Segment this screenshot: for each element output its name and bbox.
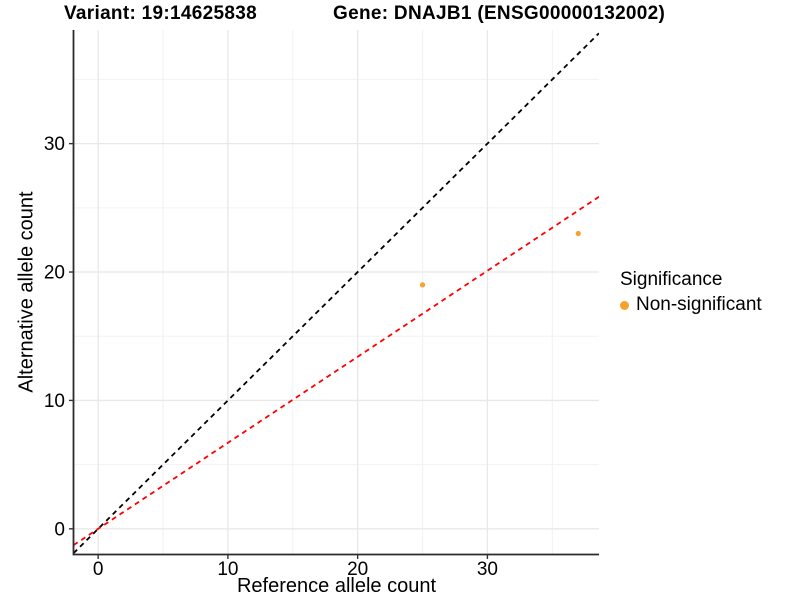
axis-lines xyxy=(72,30,599,556)
y-tick-label: 20 xyxy=(44,263,65,284)
gene-title: Gene: DNAJB1 (ENSG00000132002) xyxy=(333,3,666,24)
identity-line xyxy=(73,32,599,554)
y-axis-title: Alternative allele count xyxy=(15,191,38,393)
x-tick-label: 30 xyxy=(477,559,498,580)
y-tick-label: 0 xyxy=(54,519,65,540)
x-tick-label: 10 xyxy=(217,559,238,580)
legend-item-label: Non-significant xyxy=(636,294,762,315)
legend-title: Significance xyxy=(620,269,723,290)
abline-group xyxy=(73,32,599,554)
y-tick-label: 10 xyxy=(44,391,65,412)
y-tick-label: 30 xyxy=(44,134,65,155)
variant-title: Variant: 19:14625838 xyxy=(64,3,257,24)
x-tick-label: 0 xyxy=(93,559,104,580)
legend-item: Non-significant xyxy=(620,294,762,316)
data-point xyxy=(419,282,426,288)
x-axis-title: Reference allele count xyxy=(236,575,436,597)
fit-line xyxy=(73,196,599,546)
legend: Significance Non-significant xyxy=(620,269,762,316)
x-tick-label: 20 xyxy=(347,559,368,580)
legend-point-icon xyxy=(620,300,629,310)
data-point xyxy=(575,230,581,237)
